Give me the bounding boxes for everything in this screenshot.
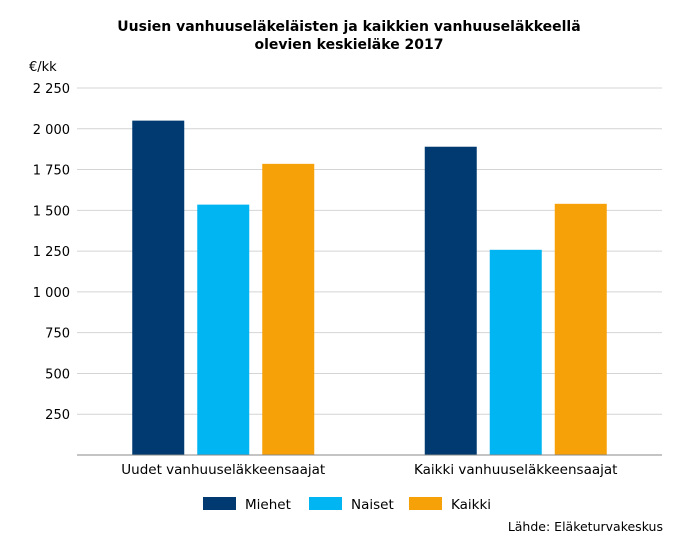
y-tick-label: 2 000 bbox=[33, 123, 70, 138]
y-axis-unit-label: €/kk bbox=[29, 60, 57, 75]
x-category-label: Kaikki vanhuuseläkkeensaajat bbox=[414, 462, 617, 478]
bar-kaikki bbox=[262, 163, 315, 455]
y-tick-label: 1 000 bbox=[33, 286, 70, 301]
chart-title-line-2: olevien keskieläke 2017 bbox=[254, 37, 444, 53]
y-tick-label: 2 250 bbox=[33, 82, 70, 97]
y-tick-label: 750 bbox=[45, 327, 70, 342]
x-category-label: Uudet vanhuuseläkkeensaajat bbox=[121, 462, 325, 478]
legend-swatch-kaikki bbox=[409, 497, 442, 510]
y-tick-label: 250 bbox=[45, 408, 70, 423]
source-note: Lähde: Eläketurvakeskus bbox=[507, 519, 663, 534]
legend-label-miehet: Miehet bbox=[245, 497, 291, 513]
y-tick-label: 1 250 bbox=[33, 245, 70, 260]
legend-swatch-miehet bbox=[203, 497, 236, 510]
bar-miehet bbox=[132, 120, 185, 455]
chart-title: Uusien vanhuuseläkeläisten ja kaikkien v… bbox=[0, 18, 698, 54]
legend-label-naiset: Naiset bbox=[351, 497, 394, 513]
bar-kaikki bbox=[554, 203, 607, 455]
bar-naiset bbox=[197, 204, 250, 455]
chart-title-line-1: Uusien vanhuuseläkeläisten ja kaikkien v… bbox=[117, 19, 581, 35]
y-tick-label: 1 750 bbox=[33, 164, 70, 179]
y-tick-label: 1 500 bbox=[33, 204, 70, 219]
y-tick-label: 500 bbox=[45, 367, 70, 382]
bar-miehet bbox=[424, 146, 477, 455]
bar-naiset bbox=[489, 249, 542, 455]
legend-swatch-naiset bbox=[309, 497, 342, 510]
legend-label-kaikki: Kaikki bbox=[451, 497, 491, 513]
